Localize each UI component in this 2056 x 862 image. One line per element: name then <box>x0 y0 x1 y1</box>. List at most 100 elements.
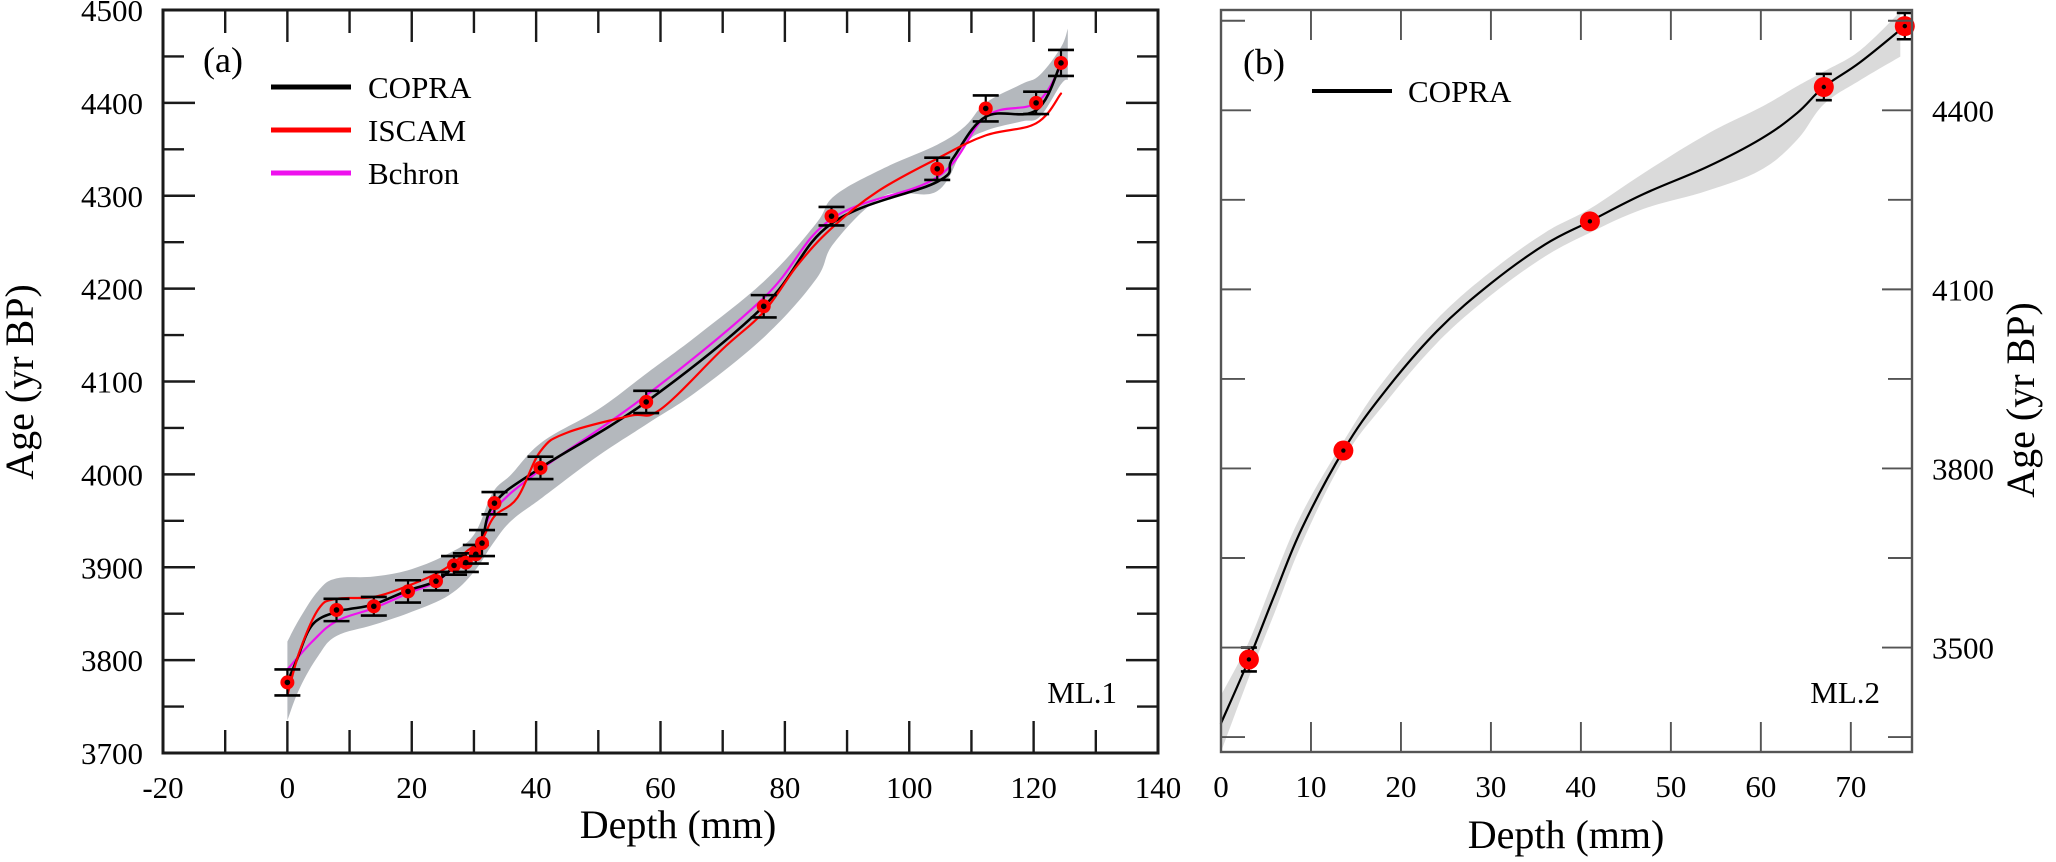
dated-point <box>1023 90 1050 116</box>
y-tick-label: 4000 <box>81 457 143 492</box>
dated-point <box>527 455 554 481</box>
point-center-dot <box>828 213 835 219</box>
y-tick-label: 4200 <box>81 272 143 307</box>
y-tick-label: 4400 <box>1932 93 1994 128</box>
core-label-ml2: ML.2 <box>1810 675 1880 710</box>
point-center-dot <box>371 603 377 610</box>
legend-label: ISCAM <box>368 113 466 148</box>
point-center-dot <box>451 562 457 569</box>
legend-b: COPRA <box>1312 74 1512 109</box>
x-tick-label: 0 <box>280 770 296 805</box>
dated-point <box>274 668 301 697</box>
x-tick-label: 60 <box>1745 769 1776 804</box>
y-axis-title-a: Age (yr BP) <box>0 284 42 480</box>
point-center-dot <box>491 500 498 506</box>
point-center-dot <box>1587 219 1593 224</box>
y-tick-label: 3700 <box>81 736 143 771</box>
point-center-dot <box>433 578 439 584</box>
dated-point <box>1047 48 1074 78</box>
dated-point <box>462 543 489 565</box>
x-tick-label: 80 <box>769 770 800 805</box>
y-tick-label: 3800 <box>81 643 143 678</box>
x-tick-label: 10 <box>1295 769 1326 804</box>
point-center-dot <box>1033 100 1039 106</box>
point-center-dot <box>479 540 485 546</box>
dated-point <box>633 389 660 415</box>
x-tick-label: 60 <box>645 770 676 805</box>
y-tick-label: 3900 <box>81 550 143 585</box>
point-center-dot <box>643 399 649 405</box>
y-axis-title-b: Age (yr BP) <box>1998 302 2043 498</box>
uncertainty-band-b <box>1221 11 1901 753</box>
dated-points-a <box>274 48 1074 697</box>
model-lines-b <box>1219 25 1906 725</box>
point-center-dot <box>1821 84 1827 90</box>
point-center-dot <box>405 588 411 595</box>
legend-label: Bchron <box>368 156 460 191</box>
point-center-dot <box>1902 23 1908 29</box>
dated-point <box>395 578 422 604</box>
legend-label: COPRA <box>1408 74 1512 109</box>
dated-point <box>972 94 999 123</box>
legend-entry-copra: COPRA <box>1312 74 1512 109</box>
x-tick-label: -20 <box>142 770 183 805</box>
y-tick-label: 4100 <box>81 365 143 400</box>
dated-point <box>818 205 845 227</box>
dated-point <box>924 156 951 182</box>
x-tick-label: 120 <box>1010 770 1057 805</box>
y-tick-label: 4100 <box>1932 272 1994 307</box>
axes-a: -20 0 20 40 60 80 100 120 140 3700 3800 3900 4000 410… <box>81 0 1181 805</box>
legend-entry-iscam: ISCAM <box>271 113 466 148</box>
panel-label-a: (a) <box>203 40 243 80</box>
y-tick-label: 3800 <box>1932 451 1994 486</box>
point-center-dot <box>284 679 291 686</box>
x-tick-label: 30 <box>1475 769 1506 804</box>
panel-a-ml1: -20 0 20 40 60 80 100 120 140 3700 3800 3900 4000 410… <box>0 0 1181 847</box>
dated-point <box>1579 211 1600 232</box>
panel-label-b: (b) <box>1243 42 1285 82</box>
point-center-dot <box>333 607 340 613</box>
y-tick-label: 4300 <box>81 179 143 214</box>
panel-b-ml2: 0 10 20 30 40 50 60 70 3500 3800 4100 4400 (b) COPR… <box>1213 8 2043 857</box>
x-tick-label: 50 <box>1655 769 1686 804</box>
dated-point <box>423 570 450 592</box>
point-center-dot <box>934 166 941 172</box>
dated-point <box>1333 440 1354 461</box>
uncertainty-band <box>1221 11 1901 753</box>
series-line-copra <box>1219 25 1906 725</box>
x-axis-title-b: Depth (mm) <box>1468 812 1665 857</box>
y-tick-label: 3500 <box>1932 631 1994 666</box>
legend-a: COPRA ISCAM Bchron <box>271 70 472 191</box>
y-tick-label: 4400 <box>81 86 143 121</box>
axes-frame <box>1219 8 1914 754</box>
x-tick-label: 70 <box>1835 769 1866 804</box>
dated-point <box>1813 72 1834 102</box>
x-axis-title-a: Depth (mm) <box>580 802 777 847</box>
legend-label: COPRA <box>368 70 472 105</box>
legend-entry-copra: COPRA <box>271 70 472 105</box>
point-center-dot <box>537 465 544 471</box>
dated-point <box>323 597 350 623</box>
x-tick-label: 140 <box>1135 770 1182 805</box>
x-tick-label: 20 <box>1385 769 1416 804</box>
axes-b: 0 10 20 30 40 50 60 70 3500 3800 4100 4400 <box>1213 8 1994 804</box>
dated-point <box>360 595 387 617</box>
dated-point <box>469 528 496 558</box>
core-label-ml1: ML.1 <box>1047 675 1117 710</box>
x-tick-label: 20 <box>396 770 427 805</box>
x-tick-label: 40 <box>521 770 552 805</box>
point-center-dot <box>982 105 989 112</box>
dated-point <box>750 293 777 319</box>
legend-entry-bchron: Bchron <box>271 156 460 191</box>
point-center-dot <box>1246 657 1252 662</box>
point-center-dot <box>1058 60 1064 66</box>
x-tick-label: 40 <box>1565 769 1596 804</box>
x-tick-label: 100 <box>886 770 933 805</box>
dated-points-b <box>1238 11 1915 673</box>
dated-point <box>481 490 508 516</box>
x-tick-label: 0 <box>1213 769 1229 804</box>
point-center-dot <box>1341 448 1346 453</box>
y-tick-label: 4500 <box>81 0 143 28</box>
point-center-dot <box>760 303 767 310</box>
